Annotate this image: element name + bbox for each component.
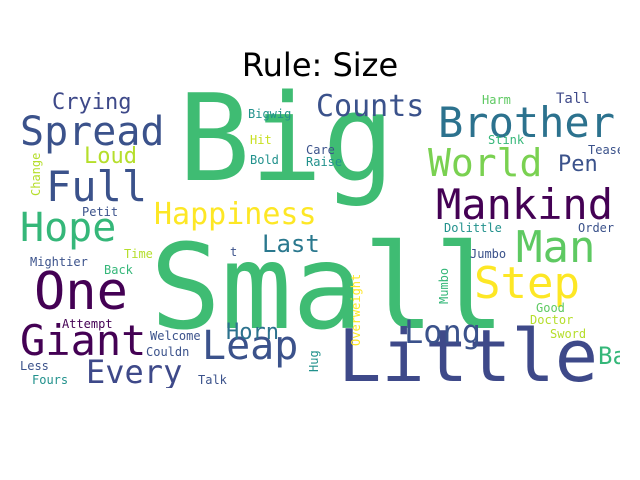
cloud-word: Battle (598, 342, 620, 370)
cloud-word: Bold (250, 153, 279, 167)
cloud-word: Good (536, 301, 565, 315)
cloud-word: Fours (32, 373, 69, 387)
cloud-word: Mankind (436, 180, 614, 229)
cloud-word: Giant (20, 316, 147, 365)
cloud-word: Mightier (30, 255, 88, 269)
cloud-word: Big (178, 88, 395, 209)
cloud-word: Bigwig (248, 107, 292, 121)
cloud-word: Every (86, 353, 183, 388)
cloud-word: Stink (488, 133, 525, 147)
cloud-word: Hope (20, 205, 117, 251)
cloud-word: Talk (198, 373, 227, 387)
cloud-word: Leap (202, 323, 299, 369)
cloud-word: Spread (20, 109, 165, 155)
cloud-word: Brother (438, 98, 616, 147)
cloud-word: Order (578, 221, 615, 235)
cloud-word: Sword (550, 327, 587, 341)
cloud-word: Tall (556, 91, 590, 107)
cloud-word: Care (306, 143, 335, 157)
cloud-word: Attempt (62, 317, 113, 331)
cloud-word: Pen (558, 152, 598, 177)
cloud-word: Hit (250, 133, 272, 147)
cloud-word: Hug (307, 350, 321, 372)
cloud-word: Man (516, 222, 596, 273)
cloud-word: Full (46, 162, 148, 211)
cloud-word: Welcome (150, 329, 201, 343)
cloud-word: Doctor (530, 313, 574, 327)
cloud-word: Harm (482, 93, 511, 107)
cloud-word: Loud (84, 144, 137, 169)
cloud-word: Change (29, 152, 43, 196)
cloud-word: Overweight (349, 273, 363, 346)
cloud-word: Small (150, 218, 506, 356)
cloud-word: Counts (316, 89, 425, 124)
cloud-word: Step (474, 258, 580, 309)
cloud-word: Back (104, 263, 133, 277)
cloud-word: World (428, 141, 543, 185)
cloud-word: One (34, 262, 128, 322)
cloud-word: Time (124, 247, 153, 261)
cloud-word: Raise (306, 155, 343, 169)
cloud-word: Petit (82, 205, 119, 219)
cloud-word: Couldn (146, 345, 190, 359)
cloud-word: Mumbo (437, 267, 451, 304)
cloud-word: Crying (52, 90, 132, 115)
cloud-word: t (230, 245, 238, 259)
cloud-word: Horn (226, 320, 279, 345)
cloud-word: Less (20, 359, 49, 373)
page-title: Rule: Size (241, 46, 399, 84)
cloud-word: Dolittle (444, 221, 502, 235)
cloud-word: Long (404, 313, 482, 351)
cloud-word: Tease (588, 143, 620, 157)
cloud-word: Last (262, 230, 320, 258)
cloud-word: Happiness (154, 197, 317, 232)
cloud-word: Jumbo (470, 247, 507, 261)
word-cloud: Big Small Little Brother Spread Counts W… (20, 88, 620, 388)
cloud-word: Little (338, 314, 599, 388)
